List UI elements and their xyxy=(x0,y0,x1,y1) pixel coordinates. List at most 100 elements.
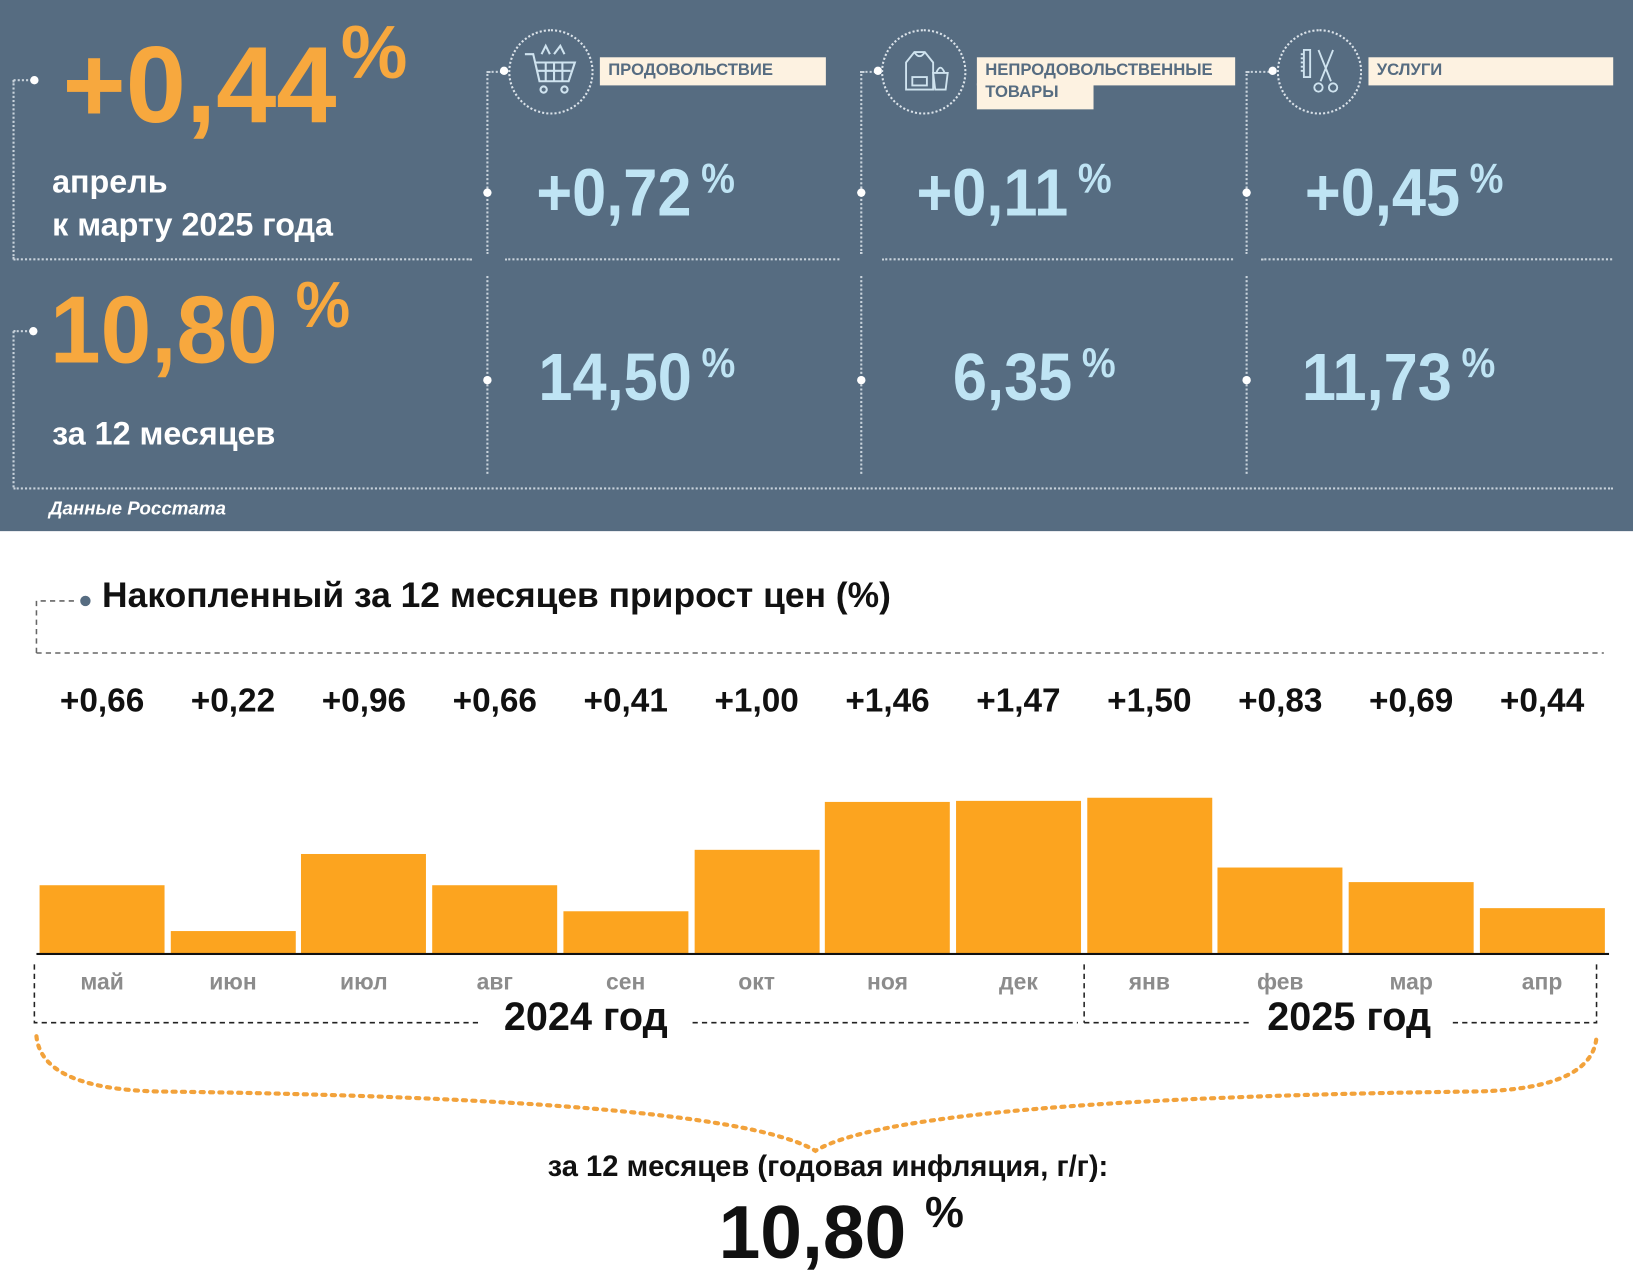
comb-scissors-icon xyxy=(1276,29,1363,115)
bar-апр xyxy=(1479,908,1605,954)
column-line xyxy=(1245,70,1248,255)
value-text: +0,45 xyxy=(1304,155,1461,231)
percent-sign: % xyxy=(1077,156,1112,203)
annual-value-text: 10,80 xyxy=(49,277,278,384)
bullet-dot xyxy=(30,76,39,85)
value-label: +1,50 xyxy=(1107,681,1192,719)
annual-label: за 12 месяцев xyxy=(52,415,276,452)
month-tick-label: ноя xyxy=(867,968,908,995)
percent-sign: % xyxy=(701,340,736,387)
bar-июн xyxy=(170,931,296,954)
bar-дек xyxy=(955,800,1081,954)
title-bracket-line xyxy=(35,600,79,653)
value-label: +0,44 xyxy=(1499,681,1585,719)
divider-line xyxy=(13,258,472,261)
bullet-dot xyxy=(1268,66,1277,75)
value-label: +0,66 xyxy=(59,681,145,719)
percent-sign: % xyxy=(1081,340,1116,387)
percent-sign: % xyxy=(340,11,408,95)
services-annual-value: 11,73% xyxy=(1302,338,1495,415)
category-label-services: УСЛУГИ xyxy=(1368,57,1614,86)
frame-line xyxy=(12,331,15,488)
nonfood-annual-value: 6,35% xyxy=(953,338,1116,415)
column-line xyxy=(486,275,489,474)
annual-inflation-value: 10,80% xyxy=(50,269,350,386)
month-tick-label: окт xyxy=(738,968,775,995)
bullet-dot xyxy=(857,188,866,197)
services-monthly-value: +0,45% xyxy=(1305,154,1504,231)
percent-sign: % xyxy=(701,156,735,203)
category-label-nonfood-line2: ТОВАРЫ xyxy=(976,83,1094,110)
shopping-cart-icon xyxy=(508,29,594,115)
total-value: 10,80% xyxy=(719,1187,964,1276)
bar-окт xyxy=(694,849,820,954)
value-text: +0,11 xyxy=(916,155,1069,231)
monthly-label-month: апрель xyxy=(52,163,168,200)
month-tick-label: июн xyxy=(209,968,257,995)
value-label: +0,66 xyxy=(452,681,537,719)
bar-июл xyxy=(301,853,427,954)
value-label: +0,83 xyxy=(1238,681,1323,719)
value-text: 11,73 xyxy=(1301,339,1452,415)
divider-line xyxy=(505,258,840,261)
bullet-dot xyxy=(483,188,492,197)
monthly-label-period: к марту 2025 года xyxy=(52,206,334,243)
bar-мар xyxy=(1348,882,1474,954)
chart-decorations xyxy=(33,595,1604,1154)
food-annual-value: 14,50% xyxy=(538,338,735,415)
column-line xyxy=(860,275,863,474)
value-text: 6,35 xyxy=(952,339,1073,415)
year-label-2024: 2024 год xyxy=(489,995,683,1041)
food-monthly-value: +0,72% xyxy=(536,154,735,231)
bullet-dot xyxy=(1242,375,1251,385)
bullet-dot xyxy=(499,66,509,75)
month-tick-label: авг xyxy=(476,968,513,995)
month-tick-label: июл xyxy=(340,968,388,995)
percent-sign: % xyxy=(295,269,351,342)
value-text: 14,50 xyxy=(538,339,692,415)
clothing-bag-icon xyxy=(881,29,967,115)
title-bullet-dot xyxy=(80,595,91,607)
value-label: +0,22 xyxy=(190,681,276,719)
monthly-value-text: +0,44 xyxy=(62,24,337,146)
percent-sign: % xyxy=(925,1187,964,1237)
value-text: +0,72 xyxy=(536,155,692,231)
bar-май xyxy=(39,885,165,954)
value-label: +0,41 xyxy=(583,681,668,719)
bar-фев xyxy=(1217,867,1343,954)
connector-line xyxy=(862,70,879,73)
column-line xyxy=(860,70,863,255)
bar-ноя xyxy=(825,801,950,954)
total-label: за 12 месяцев (годовая инфляция, г/г): xyxy=(547,1149,1109,1183)
bullet-dot xyxy=(1242,188,1251,197)
month-tick-label: дек xyxy=(999,968,1038,995)
monthly-inflation-value: +0,44% xyxy=(62,10,407,147)
bar-авг xyxy=(432,885,558,954)
connector-line xyxy=(488,70,506,73)
percent-sign: % xyxy=(1469,156,1504,203)
month-tick-label: фев xyxy=(1256,968,1304,995)
frame-line xyxy=(12,80,15,260)
value-label: +0,69 xyxy=(1369,681,1454,719)
month-tick-label: сен xyxy=(606,968,646,995)
total-value-text: 10,80 xyxy=(718,1191,907,1275)
bullet-dot xyxy=(873,66,883,75)
divider-line xyxy=(882,258,1234,261)
x-axis-line xyxy=(36,952,1610,956)
connector-line xyxy=(1247,70,1273,73)
month-tick-label: апр xyxy=(1521,968,1563,995)
connector-line xyxy=(13,330,32,333)
bar-сен xyxy=(563,911,689,954)
percent-sign: % xyxy=(1461,340,1496,387)
bullet-dot xyxy=(857,375,866,385)
value-label: +1,00 xyxy=(714,681,799,719)
category-label-food: ПРОДОВОЛЬСТВИЕ xyxy=(599,57,826,86)
month-tick-label: мар xyxy=(1389,968,1433,995)
month-tick-label: янв xyxy=(1128,968,1170,995)
bar-янв xyxy=(1086,797,1212,954)
connector-line xyxy=(13,79,33,82)
nonfood-monthly-value: +0,11% xyxy=(916,154,1111,231)
divider-line xyxy=(1261,258,1613,261)
month-tick-label: май xyxy=(80,968,124,995)
chart-title: Накопленный за 12 месяцев прирост цен (%… xyxy=(102,575,891,616)
